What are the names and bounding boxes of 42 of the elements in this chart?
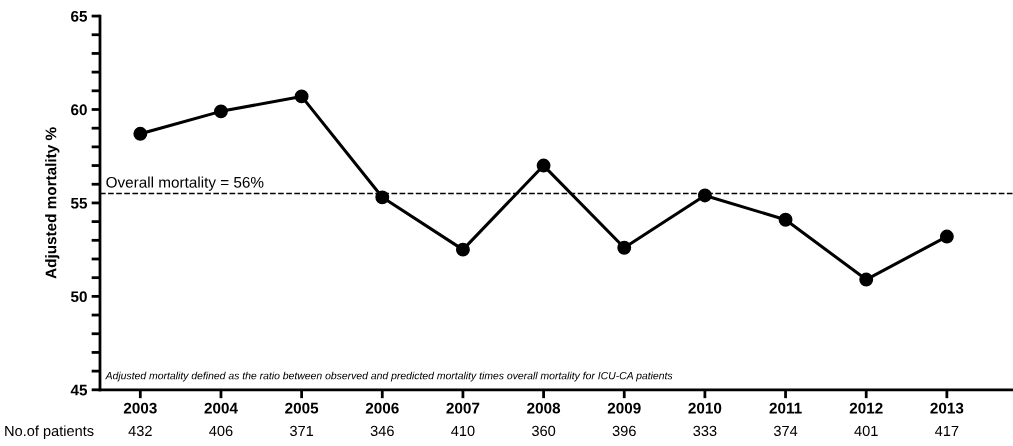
point	[778, 212, 793, 227]
point	[536, 158, 551, 173]
x-tick-label: 2010	[688, 402, 722, 414]
point	[455, 242, 470, 257]
y-tick-label: 55	[70, 197, 88, 209]
ref-line-label: Overall mortality = 56%	[106, 176, 264, 191]
point	[294, 89, 309, 104]
text: No.of patients	[5, 425, 94, 439]
point	[133, 126, 148, 141]
x-tick-label: 2008	[527, 402, 561, 414]
x-tick-label: 2007	[446, 402, 480, 414]
annotation: Adjusted mortality defined as the ratio between observed and predicted mortality times overall mortality for ICU-CA patients	[105, 371, 673, 382]
y-tick-label: 60	[71, 104, 87, 116]
x-tick-label: 2009	[607, 402, 641, 414]
text: 432	[128, 425, 152, 437]
text: 410	[451, 425, 475, 437]
y-tick-label: 50	[70, 291, 87, 303]
x-tick-label: 2003	[123, 402, 157, 414]
point	[617, 240, 632, 255]
y-tick-label: 65	[71, 10, 88, 22]
point	[939, 229, 954, 244]
x-tick-label: 2005	[285, 402, 319, 414]
text: 374	[773, 425, 798, 437]
text: 371	[290, 425, 314, 437]
point	[214, 104, 228, 119]
x-tick-label: 2004	[204, 402, 238, 414]
x-tick-label: 2013	[930, 402, 964, 414]
text: 417	[935, 425, 959, 436]
y-axis-title: Adjusted mortality %	[45, 127, 60, 279]
point	[375, 190, 390, 205]
point	[859, 272, 874, 287]
x-tick-label: 2012	[849, 402, 883, 414]
text: 333	[693, 425, 717, 437]
text: 346	[370, 425, 394, 437]
point	[697, 188, 712, 203]
text: 396	[612, 425, 636, 437]
x-tick-label: 2006	[365, 402, 399, 414]
text: 360	[531, 425, 556, 437]
y-tick-label: 45	[70, 384, 88, 396]
text: 401	[854, 425, 878, 437]
x-tick-label: 2011	[769, 402, 802, 414]
text: 406	[209, 425, 233, 437]
